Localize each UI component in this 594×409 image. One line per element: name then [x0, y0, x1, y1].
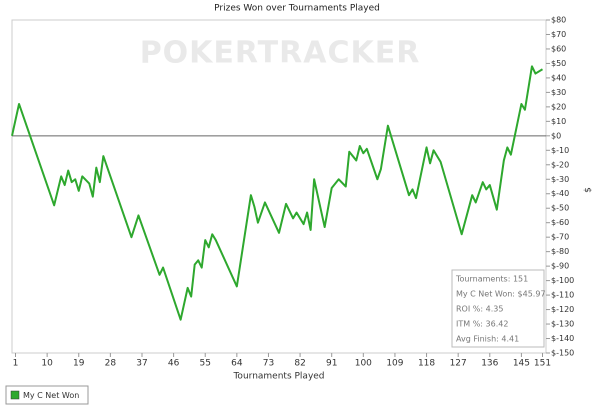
x-tick-label: 100: [355, 359, 372, 369]
y-tick-label: $-20: [551, 160, 569, 169]
x-tick-label: 1: [13, 359, 19, 369]
y-tick-label: $50: [551, 59, 566, 68]
y-tick-label: $-90: [551, 262, 569, 271]
x-axis-title: Tournaments Played: [232, 372, 324, 382]
y-tick-label: $-80: [551, 247, 569, 256]
y-tick-label: $40: [551, 73, 566, 82]
legend-box: [5, 385, 89, 405]
x-tick-label: 82: [294, 359, 305, 369]
y-tick-label: $-140: [551, 334, 574, 343]
legend-label: My C Net Won: [23, 391, 79, 400]
x-tick-label: 151: [534, 359, 551, 369]
x-tick-label: 28: [105, 359, 117, 369]
x-tick-label: 109: [386, 359, 403, 369]
x-tick-label: 127: [450, 359, 467, 369]
y-tick-label: $-50: [551, 204, 569, 213]
y-tick-label: $-40: [551, 189, 569, 198]
y-tick-label: $70: [551, 30, 566, 39]
y-tick-label: $-30: [551, 175, 569, 184]
y-tick-label: $-100: [551, 276, 574, 285]
y-tick-label: $0: [551, 131, 561, 140]
x-tick-label: 91: [326, 359, 337, 369]
y-tick-label: $20: [551, 102, 566, 111]
y-tick-label: $-150: [551, 349, 574, 358]
x-tick-label: 145: [513, 359, 530, 369]
y-tick-label: $-10: [551, 146, 569, 155]
stat-line: ROI %: 4.35: [456, 305, 503, 314]
x-tick-label: 136: [481, 359, 498, 369]
x-tick-label: 118: [418, 359, 435, 369]
plot-frame: [11, 19, 547, 354]
x-tick-label: 73: [263, 359, 274, 369]
y-tick-label: $60: [551, 44, 566, 53]
x-tick-label: 37: [136, 359, 147, 369]
x-tick-label: 10: [41, 359, 53, 369]
legend-swatch: [10, 390, 20, 400]
y-axis-title: $: [584, 187, 594, 193]
x-tick-label: 55: [199, 359, 210, 369]
y-tick-label: $80: [551, 16, 566, 25]
stats-box: [451, 269, 545, 348]
stat-line: Avg Finish: 4.41: [456, 335, 519, 344]
stat-line: ITM %: 36.42: [456, 320, 508, 329]
chart-title: Prizes Won over Tournaments Played: [214, 4, 380, 14]
y-tick-label: $10: [551, 117, 566, 126]
x-tick-label: 64: [231, 359, 243, 369]
y-tick-label: $-110: [551, 291, 574, 300]
y-tick-label: $-70: [551, 233, 569, 242]
y-tick-label: $-130: [551, 320, 574, 329]
x-tick-label: 19: [73, 359, 85, 369]
stat-line: Tournaments: 151: [455, 275, 528, 284]
line-series: [11, 65, 544, 321]
watermark: POKERTRACKER: [140, 36, 421, 71]
y-tick-label: $-120: [551, 305, 574, 314]
y-tick-label: $30: [551, 88, 566, 97]
x-tick-label: 46: [168, 359, 180, 369]
y-tick-label: $-60: [551, 218, 569, 227]
stat-line: My C Net Won: $45.97: [456, 290, 546, 299]
